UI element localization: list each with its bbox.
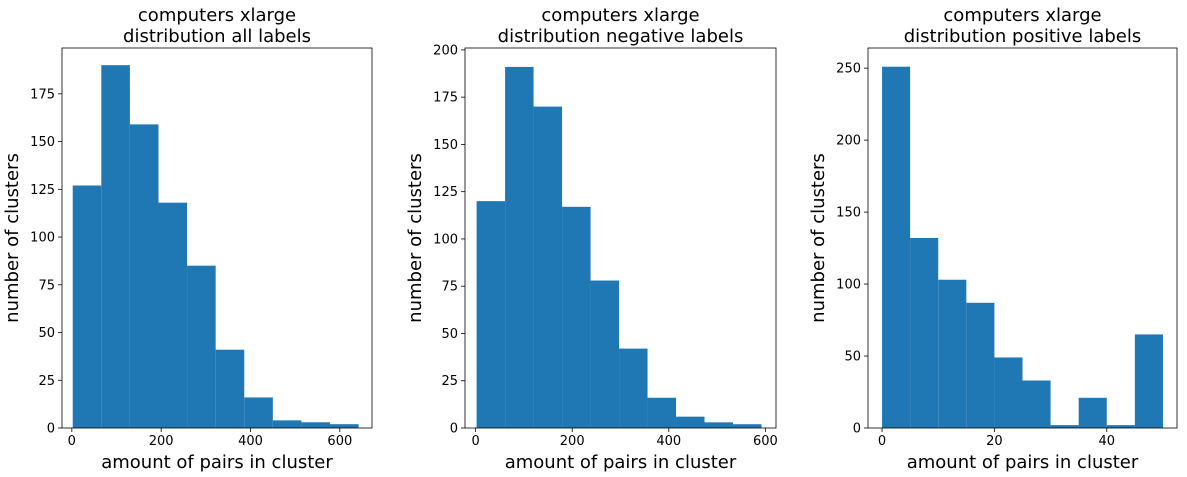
- histogram-bar: [619, 348, 648, 428]
- x-tick-label: 200: [149, 434, 174, 449]
- y-tick-label: 200: [433, 43, 458, 58]
- x-tick-label: 0: [878, 434, 886, 449]
- histogram-bar: [562, 206, 591, 428]
- histogram-panel-3: 0 20 40 0 50 100 150 200 250 computers xlarge dist…: [808, 5, 1178, 473]
- y-tick-label: 75: [38, 278, 55, 293]
- y-tick-label: 50: [441, 327, 458, 342]
- histogram-bar: [129, 124, 159, 429]
- y-tick-label: 50: [844, 350, 861, 365]
- y-tick-label: 200: [836, 134, 861, 149]
- x-tick-label: 40: [1098, 434, 1115, 449]
- chart-title-line: distribution positive labels: [904, 26, 1142, 47]
- y-tick-label: 0: [450, 422, 458, 437]
- histogram-bar: [1134, 334, 1163, 428]
- histogram-bar: [101, 65, 130, 429]
- histogram-bar: [301, 422, 331, 428]
- y-tick-label: 175: [433, 91, 458, 106]
- histogram-bar: [910, 238, 939, 428]
- chart-title-line: distribution all labels: [123, 26, 311, 47]
- y-tick-label: 125: [433, 185, 458, 200]
- chart-title-line: computers xlarge: [138, 5, 296, 26]
- histogram-panel-2: 0 200 400 600 0 25 50 75 100 125 150 175 200 computer…: [405, 5, 778, 473]
- y-tick-label: 25: [38, 374, 55, 389]
- histogram-bar: [187, 265, 216, 428]
- histogram-bar: [938, 279, 967, 428]
- chart-title: computers xlarge distribution negative la…: [498, 5, 744, 47]
- x-axis-label: amount of pairs in cluster: [505, 452, 737, 473]
- histogram-bar: [476, 201, 506, 428]
- histogram-bar: [733, 424, 762, 428]
- histogram-bar: [882, 66, 911, 428]
- axes-frame: [61, 47, 373, 429]
- y-tick-label: 0: [47, 422, 55, 437]
- chart-title-line: distribution negative labels: [498, 26, 744, 47]
- histogram-bar: [533, 106, 563, 428]
- chart-title-line: computers xlarge: [943, 5, 1101, 26]
- y-axis-label: number of clusters: [2, 153, 23, 323]
- x-tick-label: 400: [656, 434, 681, 449]
- histogram-bar: [590, 280, 620, 428]
- y-tick-label: 75: [441, 280, 458, 295]
- histogram-bar: [72, 185, 102, 428]
- y-tick-label: 250: [836, 62, 861, 77]
- y-tick-label: 150: [433, 138, 458, 153]
- x-tick-label: 0: [471, 434, 479, 449]
- histogram-bar: [1106, 425, 1135, 428]
- histogram-panel-1: 0 200 400 600 0 25 50 75 100 125 150 175 computers x…: [2, 5, 373, 473]
- histogram-bar: [994, 357, 1023, 428]
- histogram-bar: [505, 66, 534, 429]
- y-tick-label: 150: [30, 135, 55, 150]
- y-tick-label: 100: [30, 231, 55, 246]
- chart-title-line: computers xlarge: [541, 5, 699, 26]
- x-tick-label: 0: [68, 434, 76, 449]
- x-axis-label: amount of pairs in cluster: [907, 452, 1139, 473]
- histogram-bar: [272, 420, 302, 428]
- x-tick-label: 400: [238, 434, 263, 449]
- axes-frame: [867, 47, 1178, 429]
- y-axis-label: number of clusters: [808, 153, 829, 323]
- y-axis-label: number of clusters: [405, 153, 426, 323]
- y-tick-label: 150: [836, 206, 861, 221]
- chart-title: computers xlarge distribution positive la…: [904, 5, 1142, 47]
- histogram-bar: [1022, 380, 1051, 428]
- histogram-bar: [966, 302, 995, 428]
- x-tick-label: 200: [560, 434, 585, 449]
- histogram-bar: [215, 349, 245, 428]
- histogram-bar: [1078, 397, 1107, 428]
- x-tick-label: 20: [986, 434, 1003, 449]
- chart-title: computers xlarge distribution all labels: [123, 5, 311, 47]
- y-tick-label: 100: [836, 278, 861, 293]
- x-tick-label: 600: [753, 434, 778, 449]
- x-axis-label: amount of pairs in cluster: [101, 452, 333, 473]
- y-tick-label: 175: [30, 87, 55, 102]
- histogram-bar: [158, 202, 188, 428]
- y-tick-label: 100: [433, 232, 458, 247]
- x-tick-label: 600: [327, 434, 352, 449]
- histogram-bar: [1050, 425, 1079, 428]
- histogram-bar: [330, 424, 359, 428]
- histogram-bar: [647, 397, 677, 428]
- histogram-bar: [704, 422, 734, 428]
- histogram-bar: [244, 397, 273, 428]
- y-tick-label: 0: [853, 422, 861, 437]
- y-tick-label: 50: [38, 326, 55, 341]
- axes-frame: [464, 47, 777, 429]
- histogram-bar: [676, 416, 705, 428]
- y-tick-label: 25: [441, 374, 458, 389]
- y-tick-label: 125: [30, 183, 55, 198]
